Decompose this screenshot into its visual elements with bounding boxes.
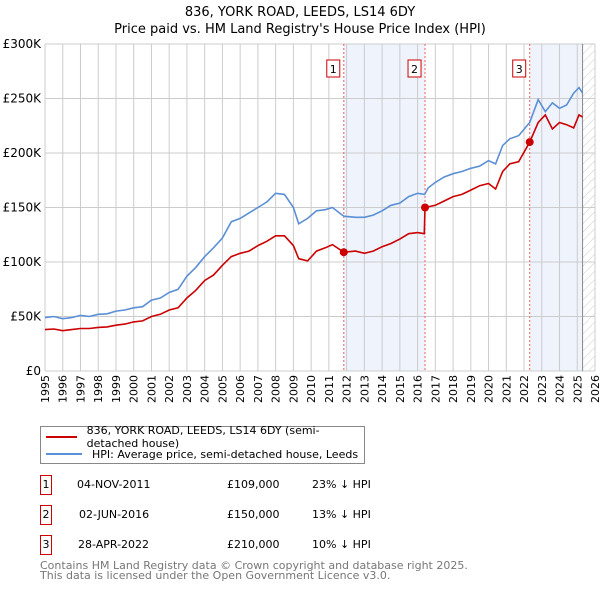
x-tick-label: 1998: [92, 375, 105, 403]
sale-point: [339, 248, 348, 257]
sale-date: 04-NOV-2011: [77, 478, 151, 491]
x-tick-label: 2020: [483, 375, 496, 403]
x-tick-label: 2003: [181, 375, 194, 403]
x-tick-label: 1997: [74, 375, 87, 403]
sale-row: 2 02-JUN-2016 £150,000 13% ↓ HPI: [40, 505, 440, 525]
x-tick-label: 1999: [110, 375, 123, 403]
sale-point: [525, 138, 534, 147]
x-tick-label: 2015: [394, 375, 407, 403]
sale-number: 1: [40, 475, 52, 495]
x-tick-label: 2001: [145, 375, 158, 403]
property-price-line: [44, 113, 584, 332]
sale-number: 2: [40, 505, 52, 525]
y-tick-label: £200K: [3, 146, 43, 160]
x-tick-label: 2016: [412, 375, 425, 403]
y-tick-label: £0: [26, 364, 41, 378]
footer-line2: This data is licensed under the Open Gov…: [40, 569, 391, 582]
sale-point: [421, 203, 430, 212]
legend-property: 836, YORK ROAD, LEEDS, LS14 6DY (semi-de…: [86, 424, 320, 450]
legend-red-line: [46, 436, 77, 438]
y-tick-label: £50K: [10, 310, 42, 324]
chart-title: 836, YORK ROAD, LEEDS, LS14 6DY: [184, 5, 416, 20]
chart-legend: 836, YORK ROAD, LEEDS, LS14 6DY (semi-de…: [40, 424, 365, 464]
sale-price: £210,000: [227, 538, 280, 551]
sale-price: £150,000: [227, 508, 280, 521]
price-chart: 1 2 3 1995 1996 1997 1998 1999 2000 2001 2002 2003 2…: [3, 37, 600, 403]
x-tick-label: 2010: [305, 375, 318, 403]
legend-blue-line: [46, 453, 82, 455]
x-tick-label: 1996: [57, 375, 70, 403]
chart-subtitle: Price paid vs. HM Land Registry's House …: [114, 22, 486, 37]
footer-line1: Contains HM Land Registry data © Crown c…: [40, 559, 468, 572]
x-tick-label: 2012: [341, 375, 354, 403]
sale-label-box: [512, 59, 527, 78]
x-tick-label: 2019: [465, 375, 478, 403]
x-tick-label: 2007: [252, 375, 265, 403]
x-tick-label: 2014: [376, 375, 389, 403]
sale-row: 1 04-NOV-2011 £109,000 23% ↓ HPI: [40, 475, 440, 495]
sale-label: 3: [516, 63, 523, 76]
sale-label: 2: [411, 63, 418, 76]
x-tick-label: 2025: [571, 375, 584, 403]
sale-row: 3 28-APR-2022 £210,000 10% ↓ HPI: [40, 535, 440, 555]
sale-hpi: 13% ↓ HPI: [312, 508, 371, 521]
hpi-line: [44, 86, 584, 320]
x-tick-label: 2018: [447, 375, 460, 403]
y-tick-label: £250K: [3, 92, 43, 106]
x-tick-label: 2008: [270, 375, 283, 403]
sale-date: 02-JUN-2016: [79, 508, 150, 521]
x-tick-label: 2013: [358, 375, 371, 403]
y-tick-label: £100K: [3, 255, 43, 269]
sale-label-box: [326, 59, 341, 78]
footer: Contains HM Land Registry data © Crown c…: [40, 559, 468, 582]
sale-price: £109,000: [227, 478, 280, 491]
x-tick-label: 1995: [39, 375, 52, 403]
x-tick-label: 2006: [234, 375, 247, 403]
x-tick-label: 2004: [199, 375, 212, 403]
sale-hpi: 10% ↓ HPI: [312, 538, 371, 551]
y-tick-label: £150K: [3, 201, 43, 215]
x-tick-label: 2009: [287, 375, 300, 403]
x-tick-label: 2011: [323, 375, 336, 403]
y-tick-label: £300K: [3, 37, 43, 51]
sale-label-box: [407, 59, 422, 78]
x-tick-label: 2026: [589, 375, 600, 403]
sale-hpi: 23% ↓ HPI: [312, 478, 371, 491]
x-tick-label: 2017: [429, 375, 442, 403]
x-tick-label: 2000: [128, 375, 141, 403]
sale-date: 28-APR-2022: [78, 538, 150, 551]
legend-hpi: HPI: Average price, semi-detached house,…: [92, 447, 359, 461]
x-tick-label: 2021: [500, 375, 513, 403]
sale-number: 3: [40, 535, 52, 555]
x-tick-label: 2002: [163, 375, 176, 403]
x-tick-label: 2024: [554, 375, 567, 403]
x-tick-label: 2023: [536, 375, 549, 403]
x-tick-label: 2022: [518, 375, 531, 403]
sale-label: 1: [330, 63, 337, 76]
x-tick-label: 2005: [216, 375, 229, 403]
